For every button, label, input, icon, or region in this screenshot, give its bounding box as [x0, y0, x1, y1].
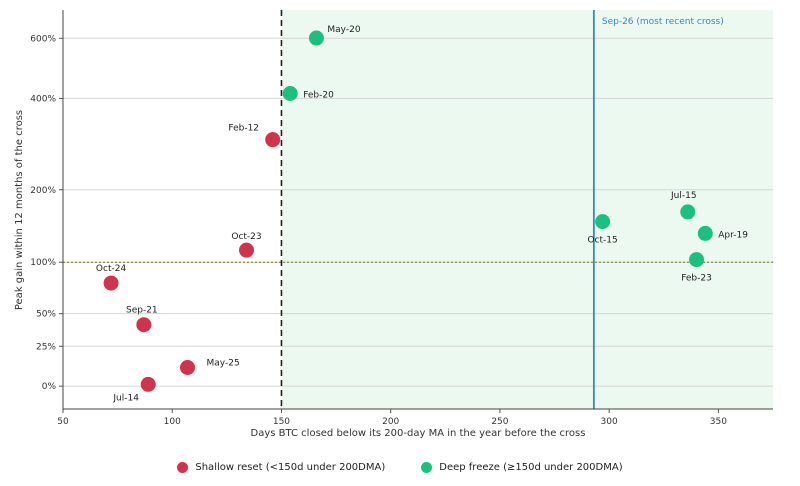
x-tick-label: 100 — [164, 417, 181, 427]
data-label-feb-12: Feb-12 — [228, 124, 259, 134]
legend-swatch-deep-freeze — [421, 462, 433, 473]
y-tick-label: 0% — [42, 382, 57, 392]
legend-item-shallow-reset: Shallow reset (<150d under 200DMA) — [177, 462, 385, 473]
data-point-apr-19 — [697, 225, 713, 241]
data-label-feb-20: Feb-20 — [303, 90, 334, 100]
x-tick-label: 250 — [491, 417, 508, 427]
data-label-jul-14: Jul-14 — [112, 393, 139, 403]
x-tick-label: 150 — [273, 417, 290, 427]
deep-freeze-region — [281, 10, 773, 409]
data-label-feb-23: Feb-23 — [681, 274, 712, 284]
legend-swatch-shallow-reset — [177, 462, 189, 473]
data-point-feb-20 — [282, 85, 298, 101]
data-point-feb-23 — [689, 252, 705, 268]
y-tick-label: 600% — [30, 34, 56, 44]
data-point-oct-24 — [103, 275, 119, 291]
data-label-may-25: May-25 — [207, 358, 240, 368]
legend-item-deep-freeze: Deep freeze (≥150d under 200DMA) — [421, 462, 623, 473]
y-tick-label: 100% — [30, 258, 56, 268]
data-label-may-20: May-20 — [327, 25, 360, 35]
y-tick-label: 400% — [30, 94, 56, 104]
data-label-oct-15: Oct-15 — [587, 236, 617, 246]
y-tick-label: 25% — [36, 342, 56, 352]
legend: Shallow reset (<150d under 200DMA) Deep … — [0, 462, 800, 473]
data-point-feb-12 — [265, 132, 281, 148]
y-tick-label: 50% — [36, 310, 56, 320]
data-point-jul-15 — [680, 204, 696, 220]
y-tick-label: 200% — [30, 186, 56, 196]
x-tick-label: 50 — [57, 417, 69, 427]
data-label-oct-23: Oct-23 — [231, 232, 261, 242]
legend-label-deep-freeze: Deep freeze (≥150d under 200DMA) — [439, 462, 623, 473]
data-label-sep-21: Sep-21 — [126, 306, 158, 316]
x-tick-label: 300 — [601, 417, 618, 427]
data-point-jul-14 — [140, 376, 156, 392]
scatter-chart: Sep-26 (most recent cross) 0% 25% 50% 100% 2… — [14, 10, 773, 439]
data-label-oct-24: Oct-24 — [96, 264, 127, 274]
data-point-sep-21 — [136, 317, 152, 333]
data-label-apr-19: Apr-19 — [718, 230, 748, 240]
data-point-oct-23 — [239, 242, 255, 258]
data-point-may-25 — [180, 359, 196, 375]
x-axis-title: Days BTC closed below its 200-day MA in … — [251, 428, 586, 439]
latest-cross-label: Sep-26 (most recent cross) — [602, 17, 724, 27]
legend-label-shallow-reset: Shallow reset (<150d under 200DMA) — [195, 462, 386, 473]
data-label-jul-15: Jul-15 — [670, 191, 697, 201]
data-point-may-20 — [308, 30, 324, 46]
y-axis-title: Peak gain within 12 months of the cross — [14, 110, 25, 310]
x-tick-label: 200 — [382, 417, 399, 427]
x-tick-label: 350 — [710, 417, 727, 427]
data-point-oct-15 — [595, 214, 611, 230]
